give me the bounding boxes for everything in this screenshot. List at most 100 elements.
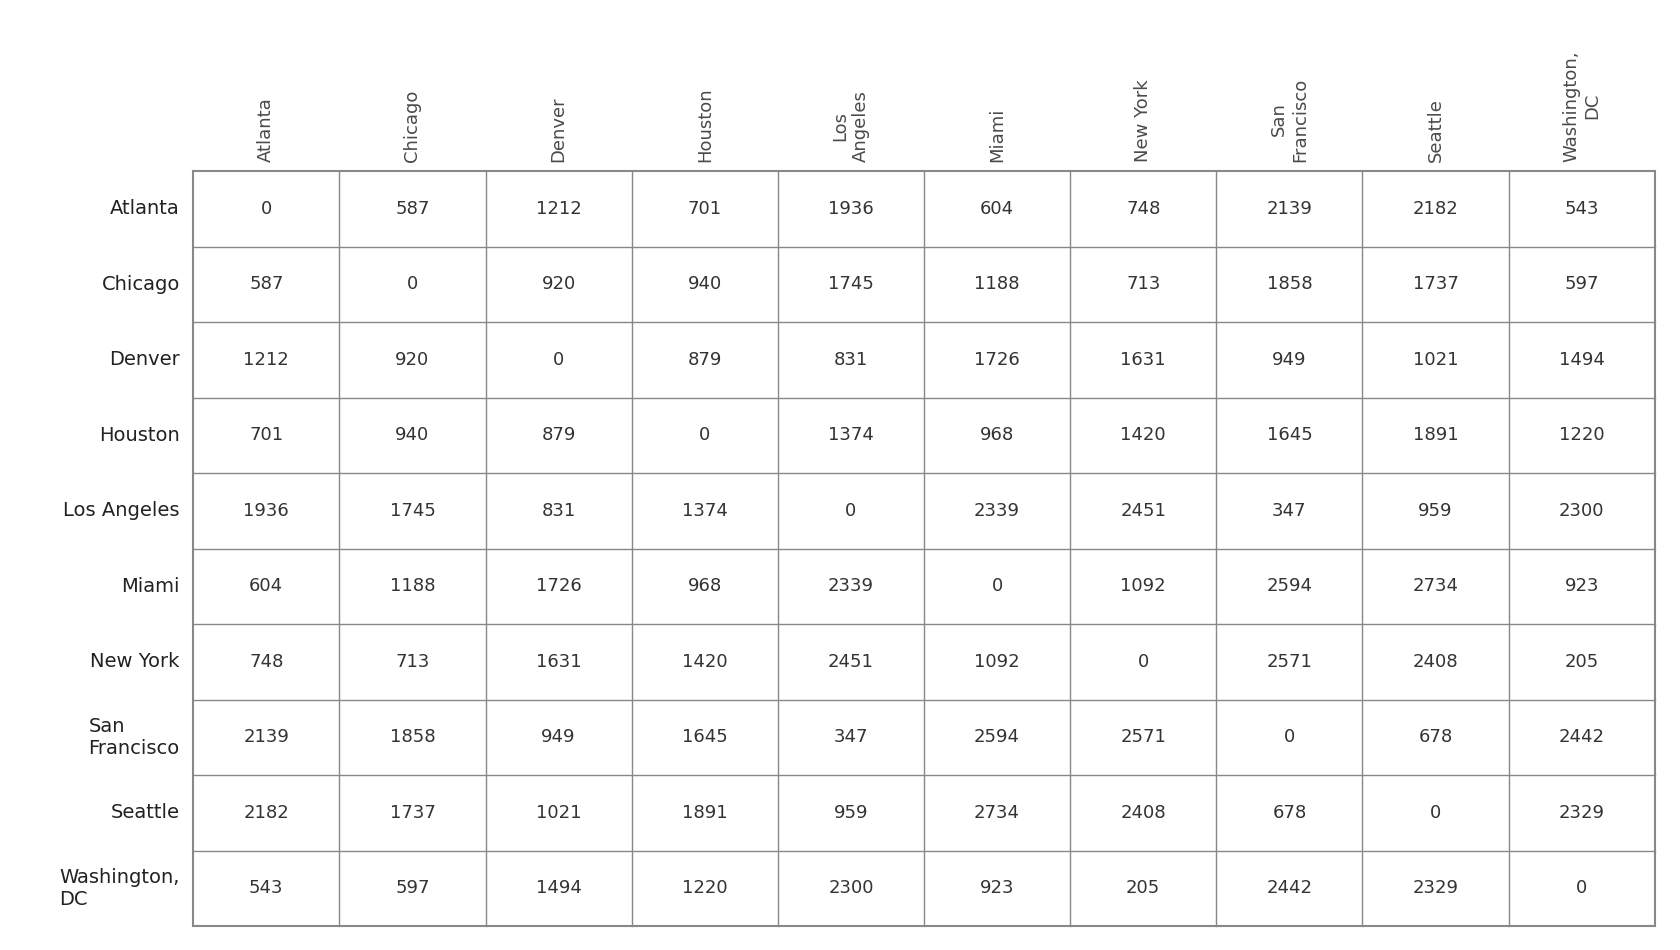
Text: Los
Angeles: Los Angeles	[832, 89, 870, 162]
Text: 587: 587	[249, 276, 284, 294]
Text: 1726: 1726	[974, 351, 1020, 369]
Text: Chicago: Chicago	[101, 275, 180, 294]
Text: 2139: 2139	[244, 729, 289, 747]
Text: 1631: 1631	[536, 653, 581, 671]
Text: 879: 879	[687, 351, 722, 369]
Text: 2139: 2139	[1267, 200, 1312, 218]
Text: 205: 205	[1564, 653, 1599, 671]
Text: 205: 205	[1126, 880, 1161, 898]
Text: 2329: 2329	[1413, 880, 1458, 898]
Text: 0: 0	[1284, 729, 1295, 747]
Text: 879: 879	[541, 427, 576, 445]
Text: 2571: 2571	[1267, 653, 1312, 671]
Text: 1645: 1645	[682, 729, 727, 747]
Text: 2442: 2442	[1267, 880, 1312, 898]
Text: 1858: 1858	[1267, 276, 1312, 294]
Text: 1494: 1494	[1559, 351, 1604, 369]
Text: 2329: 2329	[1559, 804, 1604, 822]
Text: 2408: 2408	[1413, 653, 1458, 671]
Text: 920: 920	[395, 351, 430, 369]
Text: 1212: 1212	[244, 351, 289, 369]
Text: 1745: 1745	[390, 502, 435, 520]
Text: 1891: 1891	[682, 804, 727, 822]
Text: 347: 347	[1272, 502, 1307, 520]
Text: 1374: 1374	[682, 502, 727, 520]
Text: 1374: 1374	[828, 427, 874, 445]
Text: 959: 959	[1418, 502, 1453, 520]
Text: 1726: 1726	[536, 578, 581, 596]
Text: 587: 587	[395, 200, 430, 218]
Text: 0: 0	[1137, 653, 1149, 671]
Text: Seattle: Seattle	[111, 804, 180, 823]
Text: 597: 597	[1564, 276, 1599, 294]
Text: 713: 713	[395, 653, 430, 671]
Text: 1494: 1494	[536, 880, 581, 898]
Text: 748: 748	[1126, 200, 1161, 218]
Text: 0: 0	[699, 427, 711, 445]
Text: 2734: 2734	[974, 804, 1020, 822]
Text: 748: 748	[249, 653, 284, 671]
Text: 1220: 1220	[1559, 427, 1604, 445]
Text: 2339: 2339	[828, 578, 874, 596]
Text: 1420: 1420	[1121, 427, 1166, 445]
Text: 1092: 1092	[974, 653, 1020, 671]
Text: Washington,
DC: Washington, DC	[1562, 50, 1601, 162]
Text: Houston: Houston	[99, 426, 180, 445]
Text: Denver: Denver	[109, 351, 180, 370]
Text: 2571: 2571	[1121, 729, 1166, 747]
Text: San
Francisco: San Francisco	[1270, 77, 1309, 162]
Text: 1858: 1858	[390, 729, 435, 747]
Text: 597: 597	[395, 880, 430, 898]
Text: 2594: 2594	[1267, 578, 1312, 596]
Text: 0: 0	[260, 200, 272, 218]
Text: 543: 543	[1564, 200, 1599, 218]
Text: 1212: 1212	[536, 200, 581, 218]
Text: Chicago: Chicago	[403, 89, 422, 162]
Text: Seattle: Seattle	[1426, 98, 1445, 162]
Text: Washington,
DC: Washington, DC	[59, 868, 180, 909]
Text: 0: 0	[1576, 880, 1588, 898]
Text: New York: New York	[1134, 79, 1152, 162]
Text: 678: 678	[1272, 804, 1307, 822]
Text: 2442: 2442	[1559, 729, 1604, 747]
Text: 923: 923	[979, 880, 1015, 898]
Text: 1420: 1420	[682, 653, 727, 671]
Text: 701: 701	[687, 200, 722, 218]
Text: 0: 0	[553, 351, 564, 369]
Text: 2182: 2182	[244, 804, 289, 822]
Text: 543: 543	[249, 880, 284, 898]
Text: 2408: 2408	[1121, 804, 1166, 822]
Text: 968: 968	[979, 427, 1015, 445]
Text: 604: 604	[979, 200, 1015, 218]
Text: 831: 831	[833, 351, 869, 369]
Text: Denver: Denver	[549, 96, 568, 162]
Text: 920: 920	[541, 276, 576, 294]
Text: 1936: 1936	[244, 502, 289, 520]
Text: Miami: Miami	[988, 107, 1006, 162]
Text: Houston: Houston	[696, 86, 714, 162]
Text: Miami: Miami	[121, 577, 180, 596]
Text: 1188: 1188	[974, 276, 1020, 294]
Text: 0: 0	[991, 578, 1003, 596]
Text: 2300: 2300	[828, 880, 874, 898]
Text: 949: 949	[1272, 351, 1307, 369]
Text: 1092: 1092	[1121, 578, 1166, 596]
Text: 0: 0	[845, 502, 857, 520]
Text: 2182: 2182	[1413, 200, 1458, 218]
Text: 940: 940	[687, 276, 722, 294]
Text: 2594: 2594	[974, 729, 1020, 747]
Text: 1737: 1737	[1413, 276, 1458, 294]
Text: 1188: 1188	[390, 578, 435, 596]
Text: 0: 0	[407, 276, 418, 294]
Text: 1631: 1631	[1121, 351, 1166, 369]
Text: 1021: 1021	[1413, 351, 1458, 369]
Text: 2451: 2451	[828, 653, 874, 671]
Text: 701: 701	[249, 427, 284, 445]
Text: 678: 678	[1418, 729, 1453, 747]
Text: 1220: 1220	[682, 880, 727, 898]
Text: New York: New York	[91, 653, 180, 672]
Text: 2339: 2339	[974, 502, 1020, 520]
Text: 2734: 2734	[1413, 578, 1458, 596]
Text: Atlanta: Atlanta	[109, 200, 180, 219]
Text: 1737: 1737	[390, 804, 435, 822]
